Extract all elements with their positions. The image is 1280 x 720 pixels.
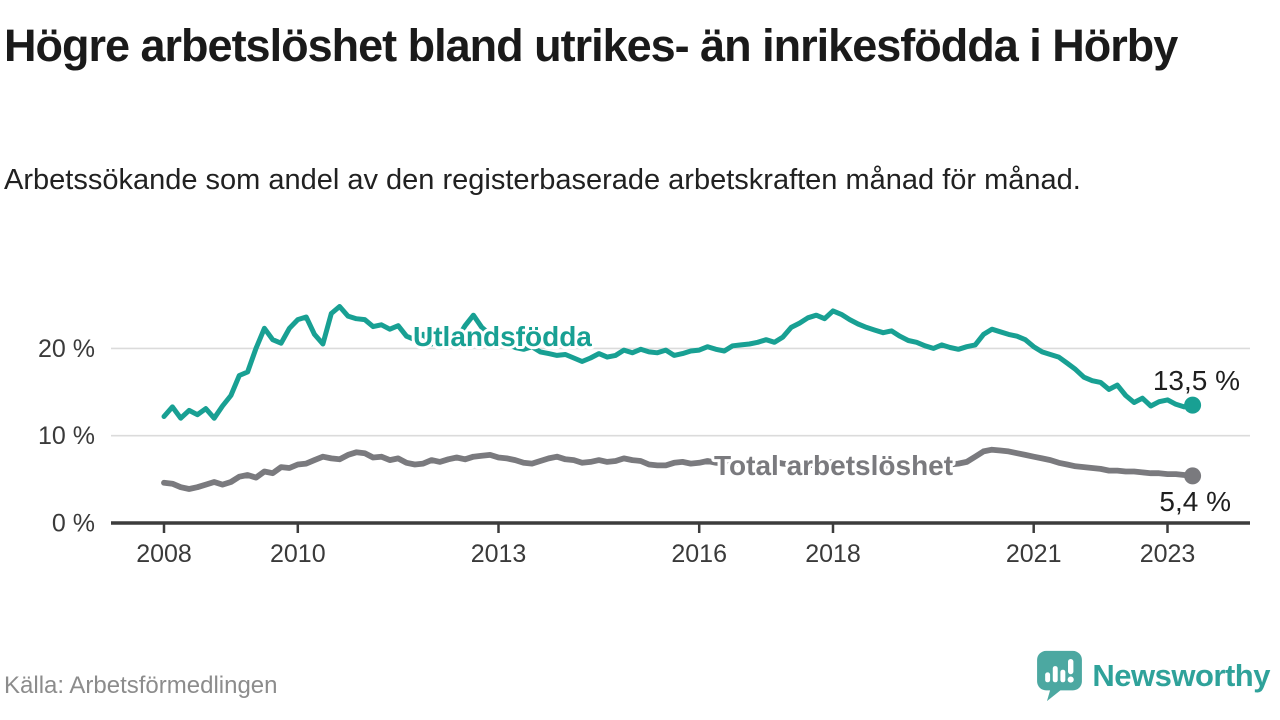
x-tick-label: 2018 [805, 540, 861, 568]
source-note: Källa: Arbetsförmedlingen [4, 672, 278, 699]
brand-logo: Newsworthy [1036, 650, 1270, 702]
end-dot-utlandsfodda [1184, 396, 1202, 414]
newsworthy-icon [1037, 650, 1083, 702]
end-dot-total-arbetsloshet [1184, 467, 1202, 485]
y-tick-label: 10 % [38, 422, 95, 450]
x-tick-label: 2010 [270, 540, 326, 568]
x-tick-label: 2016 [671, 540, 727, 568]
page-subtitle: Arbetssökande som andel av den registerb… [4, 164, 1081, 196]
x-tick-label: 2008 [136, 540, 192, 568]
x-tick-label: 2023 [1140, 540, 1196, 568]
x-tick-label: 2013 [471, 540, 527, 568]
y-tick-label: 0 % [52, 510, 95, 538]
line-total-arbetsloshet [161, 446, 1196, 492]
gridlines [111, 347, 1250, 437]
y-tick-label: 20 % [38, 335, 95, 363]
series-label-utlandsfodda: Utlandsfödda [413, 321, 592, 352]
page-title: Högre arbetslöshet bland utrikes- än inr… [4, 20, 1178, 71]
y-axis-labels: 0 % 10 % 20 % [38, 335, 95, 538]
end-value-utlandsfodda: 13,5 % [1153, 365, 1240, 396]
series-label-total-arbetsloshet: Total arbetslöshet [714, 450, 953, 481]
x-tick-label: 2021 [1006, 540, 1062, 568]
line-utlandsfodda [161, 304, 1196, 421]
x-axis-ticks: 2008 2010 2013 2016 2018 2021 2023 [136, 523, 1195, 568]
brand-wordmark: Newsworthy [1092, 658, 1270, 693]
series-lines [161, 304, 1196, 492]
end-value-total-arbetsloshet: 5,4 % [1159, 486, 1231, 517]
